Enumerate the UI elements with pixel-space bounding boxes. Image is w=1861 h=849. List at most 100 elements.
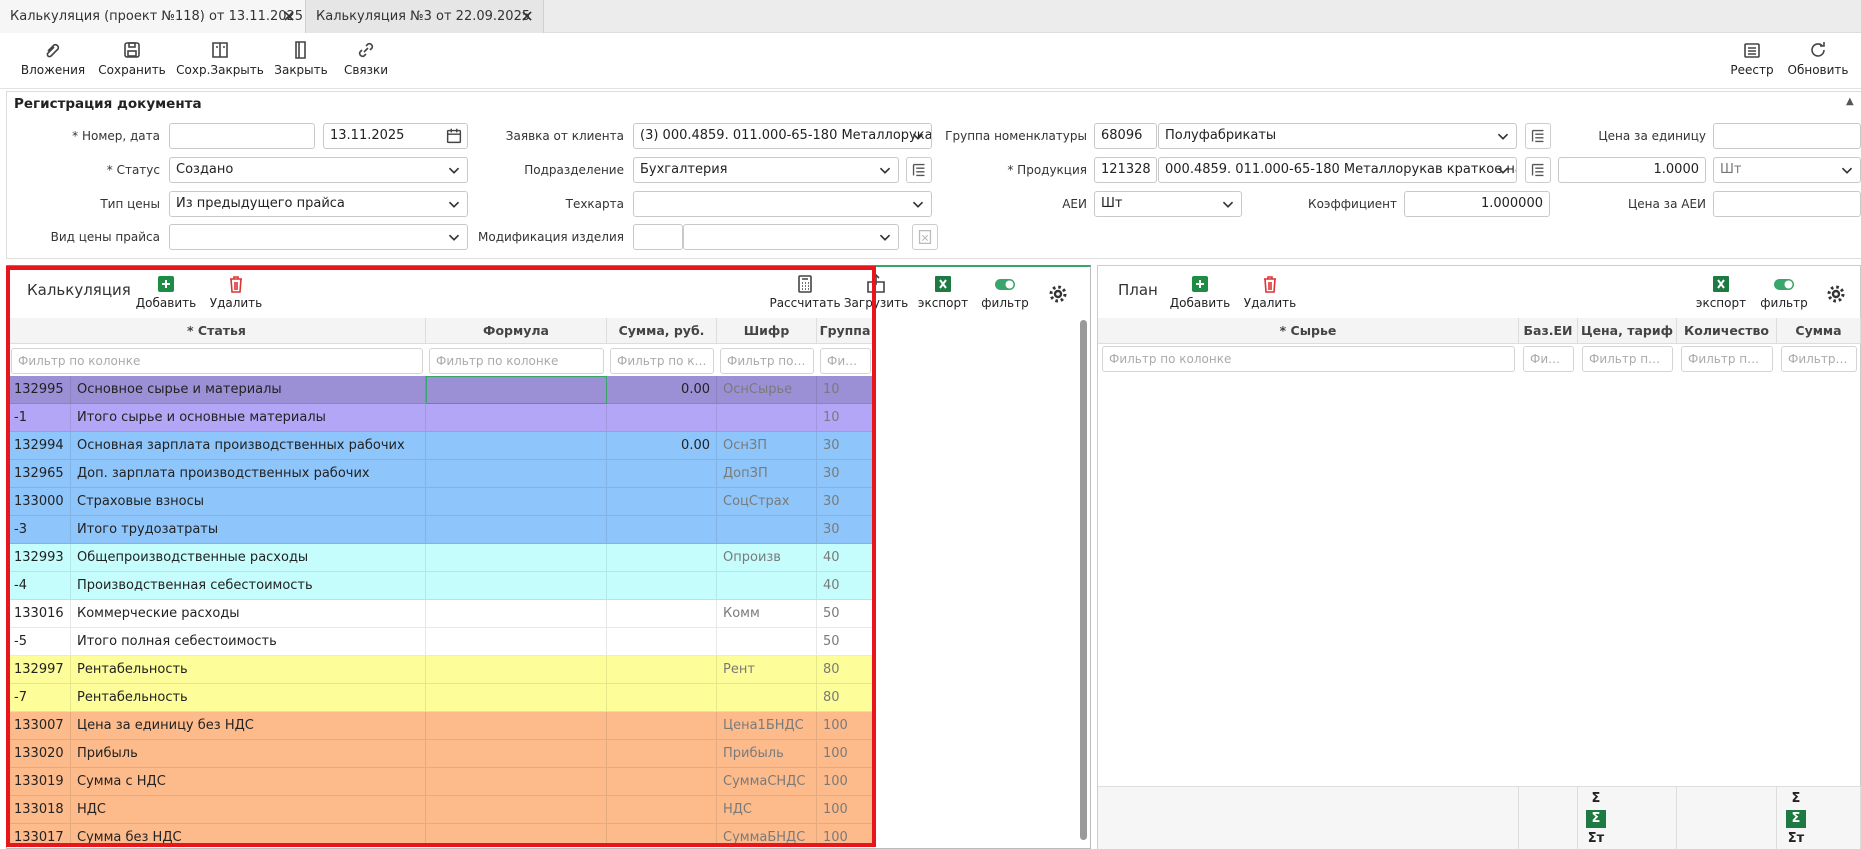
tab[interactable] bbox=[0, 0, 306, 33]
dropdown-icon[interactable] bbox=[875, 160, 895, 184]
table-row[interactable] bbox=[7, 684, 874, 712]
toolbar-icon[interactable] bbox=[355, 39, 377, 65]
table-cell[interactable] bbox=[426, 404, 607, 432]
table-cell[interactable]: 133020 bbox=[8, 740, 71, 768]
text-input[interactable]: 1.0000 bbox=[1558, 157, 1706, 183]
dropdown-icon[interactable] bbox=[444, 194, 464, 218]
panel-button[interactable]: фильтр bbox=[1760, 296, 1808, 310]
table-cell[interactable]: Общепроизводственные расходы bbox=[71, 544, 426, 572]
column-filter[interactable]: Фильтр по колонке bbox=[1523, 346, 1574, 372]
tab-close[interactable] bbox=[518, 7, 536, 29]
panel-button[interactable]: экспорт bbox=[917, 296, 969, 310]
table-row[interactable] bbox=[7, 404, 874, 432]
table-cell[interactable] bbox=[717, 516, 817, 544]
text-input[interactable] bbox=[1713, 123, 1861, 149]
table-cell[interactable] bbox=[607, 768, 717, 796]
table-cell[interactable]: 133017 bbox=[8, 824, 71, 845]
dropdown-icon[interactable] bbox=[908, 126, 928, 150]
table-cell[interactable]: Прибыль bbox=[717, 740, 817, 768]
column-header[interactable]: * Статья bbox=[8, 318, 426, 344]
column-filter[interactable]: Фильтр по колонке bbox=[429, 348, 604, 374]
column-filter[interactable]: Фильтр по колонке bbox=[720, 348, 814, 374]
panel-button[interactable]: Добавить bbox=[135, 296, 197, 310]
table-cell[interactable] bbox=[426, 544, 607, 572]
table-cell[interactable]: ОснСырье bbox=[717, 376, 817, 404]
table-row[interactable] bbox=[7, 600, 874, 628]
text-input[interactable]: 1.000000 bbox=[1404, 191, 1550, 217]
table-cell[interactable] bbox=[607, 488, 717, 516]
table-cell[interactable]: Итого полная себестоимость bbox=[71, 628, 426, 656]
panel-button-icon[interactable] bbox=[1189, 273, 1211, 299]
toolbar-icon[interactable] bbox=[209, 39, 231, 65]
table-cell[interactable]: Цена за единицу без НДС bbox=[71, 712, 426, 740]
table-cell[interactable] bbox=[426, 376, 607, 404]
table-cell[interactable]: 133007 bbox=[8, 712, 71, 740]
table-cell[interactable]: Рентабельность bbox=[71, 684, 426, 712]
text-input[interactable]: 121328 bbox=[1094, 157, 1157, 183]
panel-button-icon[interactable] bbox=[225, 273, 247, 299]
table-cell[interactable] bbox=[426, 488, 607, 516]
table-row[interactable] bbox=[7, 376, 874, 404]
table-cell[interactable]: Страховые взносы bbox=[71, 488, 426, 516]
collapse-icon[interactable]: ▲ bbox=[1846, 96, 1854, 107]
column-header[interactable]: Сумма, руб. bbox=[607, 318, 717, 344]
table-cell[interactable] bbox=[607, 460, 717, 488]
table-cell[interactable] bbox=[717, 684, 817, 712]
column-header[interactable]: Сумма bbox=[1777, 318, 1861, 344]
footer-sum[interactable]: Σ bbox=[1786, 810, 1806, 828]
table-cell[interactable]: ОснЗП bbox=[717, 432, 817, 460]
panel-button[interactable]: Загрузить bbox=[843, 296, 909, 310]
dropdown-icon[interactable] bbox=[908, 194, 928, 218]
lookup-button[interactable] bbox=[912, 224, 938, 250]
table-cell[interactable]: Итого сырье и основные материалы bbox=[71, 404, 426, 432]
table-cell[interactable] bbox=[426, 740, 607, 768]
column-filter[interactable]: Фильтр по колонке bbox=[610, 348, 714, 374]
select[interactable]: Шт bbox=[1713, 157, 1861, 183]
dropdown-icon[interactable] bbox=[1493, 160, 1513, 184]
footer-sum[interactable]: Σ bbox=[1586, 810, 1606, 828]
table-cell[interactable] bbox=[717, 404, 817, 432]
select[interactable] bbox=[169, 224, 468, 250]
table-row[interactable] bbox=[7, 572, 874, 600]
settings-button[interactable] bbox=[1047, 283, 1069, 309]
column-header[interactable]: Количество bbox=[1677, 318, 1777, 344]
table-cell[interactable]: Сумма без НДС bbox=[71, 824, 426, 845]
table-cell[interactable]: 132995 bbox=[8, 376, 71, 404]
select[interactable]: Из предыдущего прайса bbox=[169, 191, 468, 217]
table-row[interactable] bbox=[7, 740, 874, 768]
select[interactable] bbox=[633, 191, 932, 217]
lookup-button[interactable] bbox=[1525, 157, 1551, 183]
table-cell[interactable]: 133019 bbox=[8, 768, 71, 796]
table-cell[interactable] bbox=[426, 432, 607, 460]
select[interactable]: Создано bbox=[169, 157, 468, 183]
text-input[interactable] bbox=[633, 224, 683, 250]
toolbar-button[interactable]: Обновить bbox=[1787, 63, 1849, 77]
table-cell[interactable] bbox=[426, 824, 607, 845]
tab-close[interactable] bbox=[280, 7, 298, 29]
table-cell[interactable]: Цена1БНДС bbox=[717, 712, 817, 740]
table-row[interactable] bbox=[7, 768, 874, 796]
column-header[interactable]: Цена, тариф bbox=[1578, 318, 1677, 344]
dropdown-icon[interactable] bbox=[1837, 160, 1857, 184]
dropdown-icon[interactable] bbox=[1493, 126, 1513, 150]
table-cell[interactable] bbox=[607, 684, 717, 712]
panel-button-icon[interactable] bbox=[794, 273, 816, 299]
column-filter[interactable]: Фильтр по колонке bbox=[820, 348, 871, 374]
footer-sum[interactable]: Σ bbox=[1591, 791, 1601, 806]
table-cell[interactable]: СуммаСНДС bbox=[717, 768, 817, 796]
lookup-button[interactable] bbox=[1525, 123, 1551, 149]
table-row[interactable] bbox=[7, 656, 874, 684]
table-cell[interactable]: Прибыль bbox=[71, 740, 426, 768]
table-cell[interactable]: 132994 bbox=[8, 432, 71, 460]
table-cell[interactable]: -3 bbox=[8, 516, 71, 544]
toolbar-icon[interactable] bbox=[1741, 39, 1763, 65]
table-cell[interactable]: 133018 bbox=[8, 796, 71, 824]
table-cell[interactable]: -7 bbox=[8, 684, 71, 712]
panel-button-icon[interactable] bbox=[1710, 273, 1732, 299]
table-row[interactable] bbox=[7, 432, 874, 460]
column-header[interactable]: * Сырье bbox=[1098, 318, 1519, 344]
table-cell[interactable]: Опроизв bbox=[717, 544, 817, 572]
toolbar-button[interactable]: Вложения bbox=[20, 63, 86, 77]
select[interactable] bbox=[683, 224, 899, 250]
table-cell[interactable] bbox=[717, 572, 817, 600]
